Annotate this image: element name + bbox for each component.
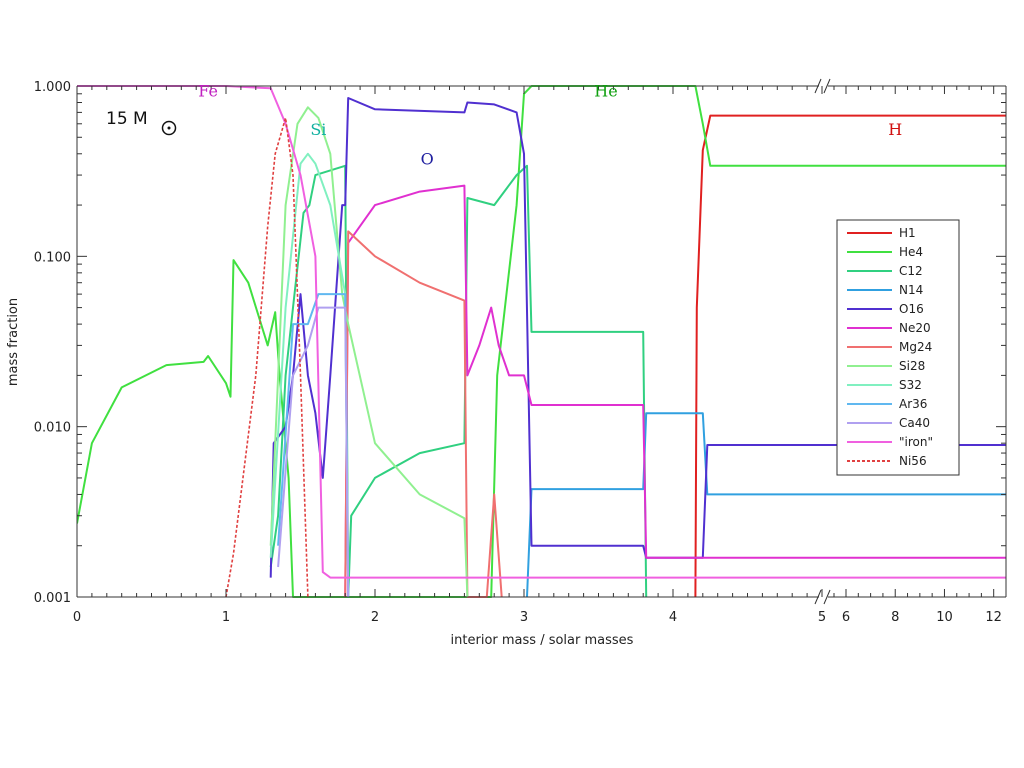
- region-label-si: Si: [310, 120, 326, 139]
- series-line-h1: [694, 114, 1006, 598]
- y-tick-label: 0.100: [34, 250, 71, 265]
- legend-entry: "iron": [899, 435, 933, 449]
- region-label-h: H: [888, 120, 902, 139]
- y-axis-label: mass fraction: [6, 298, 21, 386]
- legend-entry: O16: [899, 302, 924, 316]
- series-line-c12: [269, 164, 648, 598]
- x-tick-label: 1: [222, 610, 230, 625]
- region-label-he: He: [594, 81, 617, 100]
- series-line-n14: [526, 412, 1006, 598]
- x-tick-label: 5: [818, 610, 826, 625]
- x-tick-label: 8: [891, 610, 899, 625]
- legend-entry: C12: [899, 264, 923, 278]
- series-line-ni56: [225, 117, 309, 598]
- legend-entry: He4: [899, 245, 923, 259]
- legend-entry: N14: [899, 283, 923, 297]
- x-tick-label: 2: [371, 610, 379, 625]
- series-line-ca40: [277, 306, 350, 598]
- legend-entry: Si28: [899, 359, 925, 373]
- legend-entry: S32: [899, 378, 922, 392]
- y-tick-label: 1.000: [34, 80, 71, 95]
- axis-break-bottom: [814, 589, 831, 605]
- series-line-si28: [269, 106, 469, 598]
- legend: H1 He4 C12 N14 O16 Ne20 Mg24 Si28 S32 Ar36 Ca40 "ir…: [836, 219, 960, 476]
- x-tick-label: 4: [669, 610, 677, 625]
- sun-symbol-icon: [161, 120, 177, 136]
- y-tick-label: 0.001: [34, 591, 71, 606]
- legend-entry: Ne20: [899, 321, 931, 335]
- series-line-ne20: [344, 184, 1006, 598]
- legend-entry: Ca40: [899, 416, 930, 430]
- legend-entry: H1: [899, 226, 916, 240]
- region-label-fe: Fe: [198, 81, 218, 100]
- series-line-s32: [269, 152, 350, 598]
- region-labels: Fe Si O He H: [198, 81, 902, 168]
- star-mass-annotation: 15 M: [106, 109, 177, 136]
- x-tick-label: 6: [842, 610, 850, 625]
- x-tick-label: 12: [985, 610, 1002, 625]
- x-tick-label: 10: [936, 610, 953, 625]
- star-mass-label: 15 M: [106, 109, 148, 129]
- axis-break-top: [814, 78, 831, 94]
- legend-entry: Mg24: [899, 340, 932, 354]
- series-line-o16: [269, 97, 1006, 578]
- region-label-o: O: [421, 150, 434, 169]
- x-tick-label: 3: [520, 610, 528, 625]
- legend-entry: Ar36: [899, 397, 927, 411]
- y-tick-label: 0.010: [34, 421, 71, 436]
- x-axis-label: interior mass / solar masses: [451, 633, 634, 648]
- legend-entry: Ni56: [899, 454, 927, 468]
- legend-box: [836, 219, 960, 476]
- series-line-mg24: [344, 230, 503, 598]
- x-tick-label: 0: [73, 610, 81, 625]
